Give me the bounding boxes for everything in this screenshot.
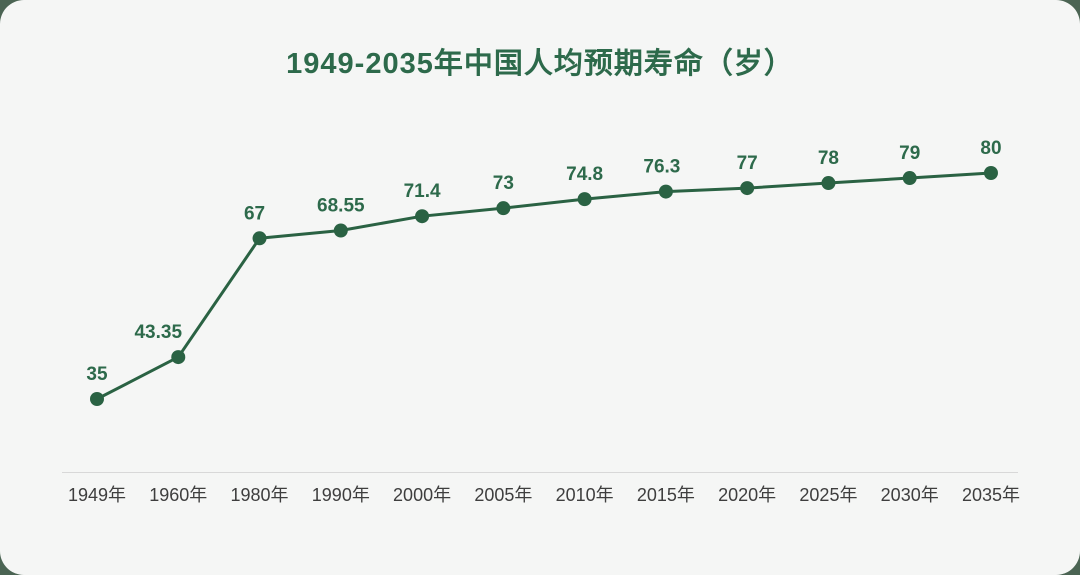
value-label: 43.35 — [134, 322, 182, 343]
data-point — [821, 176, 836, 191]
data-point — [902, 171, 917, 186]
chart-title: 1949-2035年中国人均预期寿命（岁） — [286, 48, 794, 80]
x-tick-label: 2035年 — [962, 485, 1020, 505]
value-label: 76.3 — [643, 157, 680, 178]
x-tick-label: 1990年 — [312, 485, 370, 505]
data-point — [333, 223, 348, 238]
data-point — [496, 201, 511, 216]
x-tick-label: 2030年 — [881, 485, 939, 505]
value-label: 67 — [244, 203, 265, 224]
data-point — [740, 181, 755, 196]
value-label: 78 — [818, 148, 839, 169]
x-tick-label: 2000年 — [393, 485, 451, 505]
value-label: 79 — [899, 143, 920, 164]
value-label: 74.8 — [566, 164, 603, 185]
x-tick-label: 2020年 — [718, 485, 776, 505]
data-point — [171, 350, 186, 365]
value-label: 68.55 — [317, 196, 365, 217]
value-label: 71.4 — [404, 181, 441, 202]
x-tick-label: 2005年 — [474, 485, 532, 505]
value-label: 35 — [86, 364, 108, 385]
value-label: 73 — [493, 173, 514, 194]
x-tick-label: 2010年 — [556, 485, 614, 505]
data-point — [577, 192, 592, 207]
value-label: 80 — [980, 138, 1001, 159]
trend-line — [95, 171, 993, 401]
x-tick-label: 1980年 — [231, 485, 289, 505]
data-point — [90, 392, 104, 406]
x-tick-label: 2015年 — [637, 485, 695, 505]
data-point — [658, 184, 673, 199]
data-point — [415, 209, 430, 224]
x-tick-label: 1960年 — [149, 485, 207, 505]
x-tick-label: 1949年 — [68, 485, 126, 505]
x-tick-label: 2025年 — [799, 485, 857, 505]
data-point — [983, 166, 998, 180]
data-point — [252, 231, 267, 246]
value-label: 77 — [737, 153, 758, 174]
